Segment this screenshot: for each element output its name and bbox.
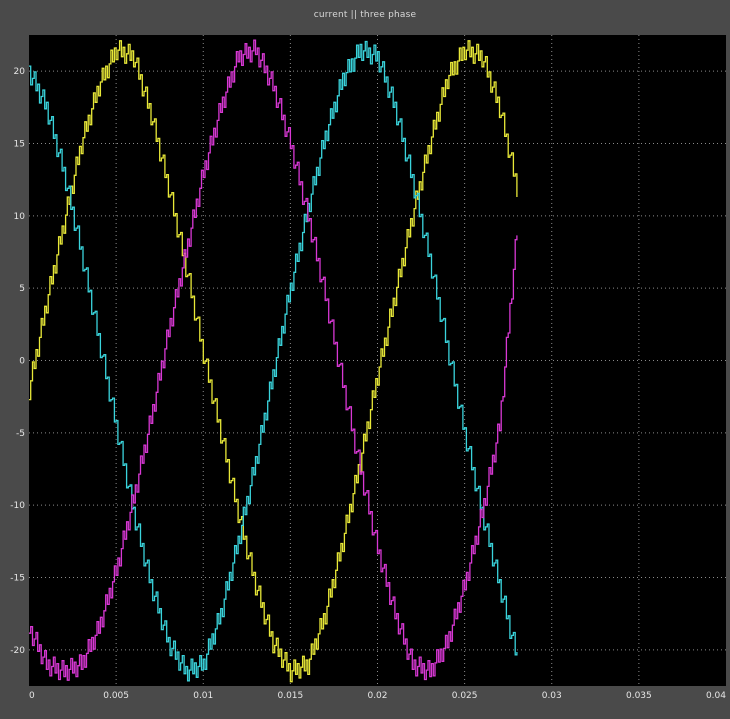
y-tick-label: -20: [10, 646, 25, 656]
y-tick-label: -5: [16, 429, 25, 439]
y-tick-label: 20: [14, 67, 26, 77]
series-trace-3: [29, 39, 518, 681]
x-tick-label: 0: [29, 691, 35, 701]
chart-title: current || three phase: [313, 10, 417, 20]
tick-labels: 0 0.005 0.01 0.015 0.02 0.025 0.03 0.035 0.04 20 1…: [10, 67, 726, 701]
x-tick-label: 0.025: [452, 691, 478, 701]
x-tick-label: 0.04: [706, 691, 726, 701]
y-tick-label: -15: [10, 574, 25, 584]
y-tick-label: -10: [10, 501, 25, 511]
x-tick-label: 0.03: [542, 691, 562, 701]
series-trace-1: [29, 40, 518, 683]
series-trace-2: [29, 40, 518, 682]
y-tick-label: 0: [19, 357, 25, 367]
y-tick-label: 15: [14, 140, 25, 150]
grid-lines: [29, 35, 726, 686]
x-tick-label: 0.035: [626, 691, 652, 701]
x-tick-label: 0.005: [103, 691, 129, 701]
scope-title-bar: current || three phase: [0, 0, 730, 30]
x-tick-label: 0.015: [277, 691, 303, 701]
y-tick-label: 5: [19, 284, 25, 294]
y-tick-label: 10: [14, 212, 26, 222]
x-tick-label: 0.01: [193, 691, 213, 701]
x-tick-label: 0.02: [367, 691, 387, 701]
series-traces: [29, 39, 518, 683]
